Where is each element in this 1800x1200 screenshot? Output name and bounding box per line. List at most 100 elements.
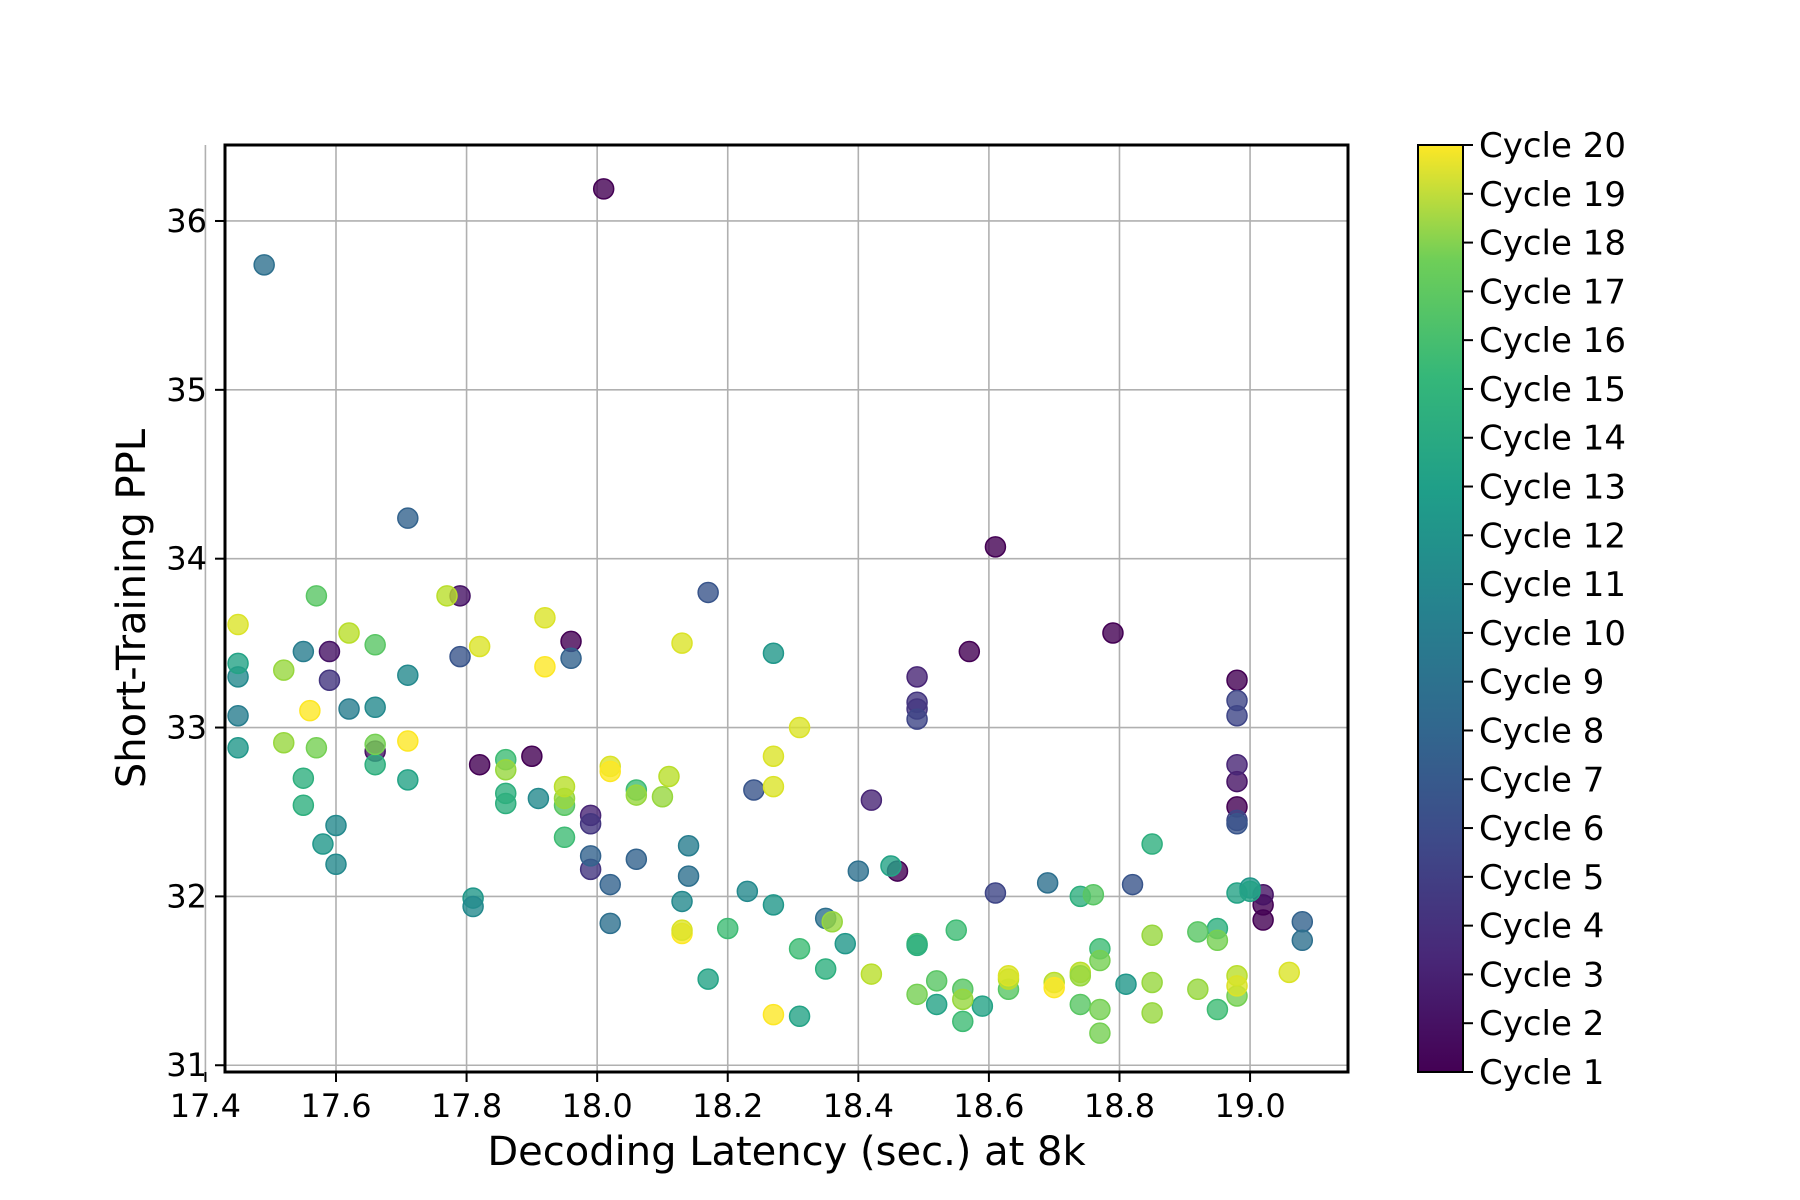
- data-point: [299, 699, 321, 722]
- data-point: [1089, 949, 1111, 972]
- data-point: [984, 882, 1007, 904]
- data-point: [436, 585, 458, 607]
- data-point: [1141, 1002, 1163, 1024]
- data-point: [364, 753, 386, 776]
- data-point: [697, 581, 719, 604]
- data-point: [788, 937, 811, 960]
- data-point: [449, 645, 471, 668]
- data-point: [860, 789, 883, 811]
- colorbar: [1417, 144, 1464, 1073]
- data-point: [325, 814, 347, 837]
- data-point: [1206, 929, 1229, 952]
- data-point: [305, 585, 328, 607]
- data-point: [534, 607, 556, 629]
- data-point: [495, 759, 517, 781]
- data-point: [397, 730, 419, 752]
- colorbar-label: Cycle 4: [1479, 907, 1604, 947]
- data-point: [527, 787, 550, 810]
- data-point: [625, 784, 648, 806]
- data-point: [971, 995, 994, 1017]
- data-point: [762, 642, 785, 664]
- data-point: [397, 664, 419, 686]
- data-point: [364, 733, 386, 756]
- data-point: [599, 912, 621, 935]
- colorbar-label: Cycle 16: [1479, 321, 1626, 361]
- data-point: [273, 731, 295, 754]
- data-point: [1206, 998, 1229, 1021]
- data-point: [468, 753, 491, 776]
- data-point: [880, 855, 902, 877]
- data-point: [651, 786, 674, 808]
- data-point: [1069, 965, 1092, 987]
- data-point: [1115, 973, 1137, 995]
- data-point: [958, 640, 981, 663]
- data-point: [1089, 1022, 1111, 1044]
- data-point: [227, 613, 249, 636]
- data-point: [1226, 975, 1248, 997]
- data-point: [906, 934, 928, 957]
- data-point: [312, 833, 334, 855]
- colorbar-label: Cycle 15: [1479, 370, 1626, 410]
- data-point: [1278, 961, 1300, 984]
- x-tick-label: 18.4: [823, 1087, 894, 1125]
- data-point: [952, 1010, 974, 1033]
- data-point: [984, 536, 1007, 558]
- data-point: [788, 1005, 811, 1028]
- x-tick-label: 18.0: [562, 1087, 633, 1125]
- data-point: [1036, 872, 1059, 894]
- colorbar-label: Cycle 1: [1479, 1053, 1604, 1093]
- data-point: [338, 622, 360, 644]
- x-tick-label: 17.8: [431, 1087, 502, 1125]
- data-point: [397, 769, 419, 791]
- data-point: [227, 652, 249, 675]
- colorbar-label: Cycle 6: [1479, 809, 1604, 849]
- data-point: [671, 890, 693, 913]
- data-point: [397, 507, 419, 529]
- data-point: [925, 993, 948, 1016]
- data-point: [253, 254, 275, 276]
- data-point: [1226, 753, 1248, 776]
- plot-area-frame: [223, 143, 1350, 1074]
- x-tick-label: 19.0: [1214, 1087, 1285, 1125]
- y-tick-label: 35: [166, 371, 207, 409]
- data-point: [273, 659, 295, 681]
- y-tick-label: 31: [166, 1046, 207, 1084]
- colorbar-label: Cycle 20: [1479, 126, 1626, 166]
- colorbar-label: Cycle 13: [1479, 468, 1626, 508]
- colorbar-label: Cycle 9: [1479, 663, 1604, 703]
- data-point: [658, 765, 680, 788]
- data-point: [762, 1003, 785, 1026]
- data-point: [553, 775, 576, 798]
- data-point: [1239, 880, 1261, 903]
- colorbar-label: Cycle 10: [1479, 614, 1626, 654]
- colorbar-label: Cycle 8: [1479, 711, 1604, 751]
- x-tick-label: 18.8: [1084, 1087, 1155, 1125]
- data-point: [1082, 883, 1105, 906]
- colorbar-labels: Cycle 1 Cycle 2 Cycle 3 Cycle 4 Cycle 5 Cycle…: [1463, 126, 1626, 1093]
- data-point: [534, 656, 556, 678]
- axis-ticks: 17.4 17.6 17.8 18.0 18.2 18.4 18.6 18.8 19.0 31 32…: [166, 202, 1285, 1125]
- data-point: [1141, 833, 1163, 855]
- colorbar-label: Cycle 5: [1479, 858, 1604, 898]
- data-point: [292, 794, 315, 816]
- data-point: [697, 968, 719, 990]
- data-point: [1141, 924, 1163, 946]
- data-point: [860, 963, 883, 985]
- data-point: [1226, 704, 1248, 727]
- data-point: [292, 640, 315, 663]
- data-point: [1226, 669, 1248, 692]
- data-point: [325, 853, 347, 876]
- data-point: [1121, 873, 1144, 896]
- data-point: [671, 632, 693, 654]
- data-point: [906, 983, 928, 1006]
- data-point: [625, 848, 648, 870]
- colorbar-label: Cycle 11: [1479, 565, 1626, 605]
- data-point: [834, 932, 857, 955]
- data-point: [553, 826, 576, 849]
- colorbar-label: Cycle 7: [1479, 760, 1604, 800]
- data-point: [305, 737, 328, 759]
- data-point: [1089, 998, 1111, 1021]
- data-point: [1043, 976, 1065, 999]
- y-tick-label: 32: [166, 877, 207, 915]
- colorbar-label: Cycle 2: [1479, 1004, 1604, 1044]
